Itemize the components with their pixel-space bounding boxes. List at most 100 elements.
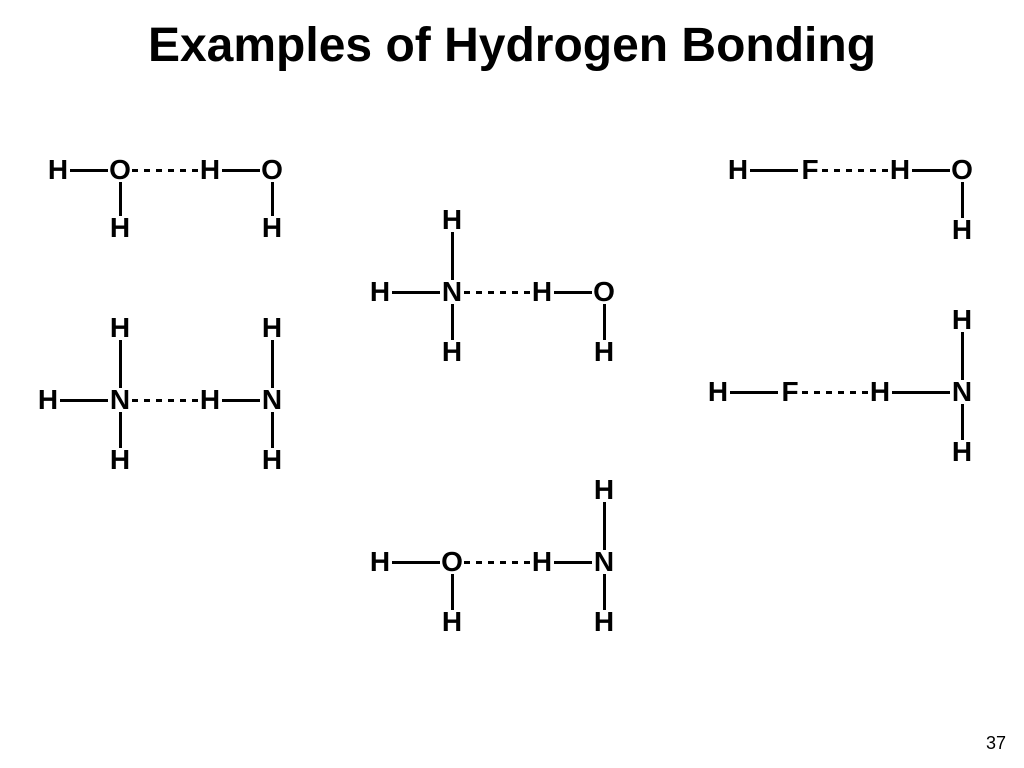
covalent-bond xyxy=(750,169,798,172)
atom-h: H xyxy=(952,306,972,334)
atom-h: H xyxy=(262,314,282,342)
atom-h: H xyxy=(110,214,130,242)
atom-h: H xyxy=(870,378,890,406)
atom-h: H xyxy=(532,548,552,576)
atom-h: H xyxy=(370,278,390,306)
atom-h: H xyxy=(728,156,748,184)
hydrogen-bond-dash xyxy=(156,399,162,402)
covalent-bond xyxy=(912,169,950,172)
atom-h: H xyxy=(952,216,972,244)
hydrogen-bond-dash xyxy=(144,399,150,402)
atom-h: H xyxy=(890,156,910,184)
covalent-bond xyxy=(271,182,274,216)
hydrogen-bond-dash xyxy=(476,561,482,564)
hydrogen-bond-dash xyxy=(512,291,518,294)
covalent-bond xyxy=(554,561,592,564)
covalent-bond xyxy=(271,340,274,388)
covalent-bond xyxy=(119,340,122,388)
atom-n: N xyxy=(110,386,130,414)
covalent-bond xyxy=(961,404,964,440)
hydrogen-bond-dash xyxy=(826,391,832,394)
covalent-bond xyxy=(119,182,122,216)
hydrogen-bond-dash xyxy=(168,169,174,172)
hydrogen-bond-dash xyxy=(882,169,888,172)
page-title: Examples of Hydrogen Bonding xyxy=(0,18,1024,73)
hydrogen-bond-dash xyxy=(834,169,840,172)
covalent-bond xyxy=(271,412,274,448)
covalent-bond xyxy=(961,332,964,380)
atom-h: H xyxy=(110,446,130,474)
covalent-bond xyxy=(961,182,964,218)
atom-h: H xyxy=(442,608,462,636)
atom-n: N xyxy=(442,278,462,306)
hydrogen-bond-dash xyxy=(192,399,198,402)
atom-h: H xyxy=(200,156,220,184)
covalent-bond xyxy=(222,169,260,172)
hydrogen-bond-dash xyxy=(500,291,506,294)
atom-h: H xyxy=(594,476,614,504)
hydrogen-bond-dash xyxy=(850,391,856,394)
atom-h: H xyxy=(200,386,220,414)
hydrogen-bond-dash xyxy=(132,169,138,172)
atom-h: H xyxy=(110,314,130,342)
atom-n: N xyxy=(262,386,282,414)
hydrogen-bond-dash xyxy=(802,391,808,394)
atom-h: H xyxy=(262,446,282,474)
hydrogen-bond-dash xyxy=(488,291,494,294)
hydrogen-bond-dash xyxy=(132,399,138,402)
hydrogen-bond-dash xyxy=(464,291,470,294)
atom-o: O xyxy=(261,156,283,184)
atom-h: H xyxy=(38,386,58,414)
covalent-bond xyxy=(222,399,260,402)
covalent-bond xyxy=(603,502,606,550)
hydrogen-bond-dash xyxy=(822,169,828,172)
atom-f: F xyxy=(801,156,818,184)
atom-h: H xyxy=(532,278,552,306)
covalent-bond xyxy=(603,304,606,340)
hydrogen-bond-dash xyxy=(814,391,820,394)
hydrogen-bond-dash xyxy=(488,561,494,564)
atom-h: H xyxy=(442,206,462,234)
covalent-bond xyxy=(603,574,606,610)
hydrogen-bond-dash xyxy=(846,169,852,172)
page-number: 37 xyxy=(986,733,1006,754)
hydrogen-bond-dash xyxy=(500,561,506,564)
atom-o: O xyxy=(441,548,463,576)
covalent-bond xyxy=(60,399,108,402)
covalent-bond xyxy=(730,391,778,394)
atom-n: N xyxy=(594,548,614,576)
hydrogen-bond-dash xyxy=(858,169,864,172)
atom-n: N xyxy=(952,378,972,406)
hydrogen-bond-dash xyxy=(524,561,530,564)
atom-h: H xyxy=(262,214,282,242)
hydrogen-bond-dash xyxy=(192,169,198,172)
covalent-bond xyxy=(392,561,440,564)
atom-h: H xyxy=(370,548,390,576)
covalent-bond xyxy=(554,291,592,294)
hydrogen-bond-dash xyxy=(870,169,876,172)
atom-f: F xyxy=(781,378,798,406)
atom-o: O xyxy=(109,156,131,184)
covalent-bond xyxy=(892,391,950,394)
atom-h: H xyxy=(708,378,728,406)
atom-h: H xyxy=(594,338,614,366)
covalent-bond xyxy=(451,304,454,340)
atom-h: H xyxy=(952,438,972,466)
hydrogen-bond-dash xyxy=(144,169,150,172)
atom-o: O xyxy=(951,156,973,184)
hydrogen-bond-dash xyxy=(524,291,530,294)
covalent-bond xyxy=(451,574,454,610)
hydrogen-bond-dash xyxy=(862,391,868,394)
hydrogen-bond-dash xyxy=(464,561,470,564)
hydrogen-bond-dash xyxy=(476,291,482,294)
covalent-bond xyxy=(451,232,454,280)
covalent-bond xyxy=(70,169,108,172)
slide: Examples of Hydrogen Bonding H O H O H H H H H N H… xyxy=(0,0,1024,768)
hydrogen-bond-dash xyxy=(168,399,174,402)
atom-h: H xyxy=(48,156,68,184)
hydrogen-bond-dash xyxy=(838,391,844,394)
atom-h: H xyxy=(594,608,614,636)
hydrogen-bond-dash xyxy=(156,169,162,172)
covalent-bond xyxy=(392,291,440,294)
hydrogen-bond-dash xyxy=(180,399,186,402)
